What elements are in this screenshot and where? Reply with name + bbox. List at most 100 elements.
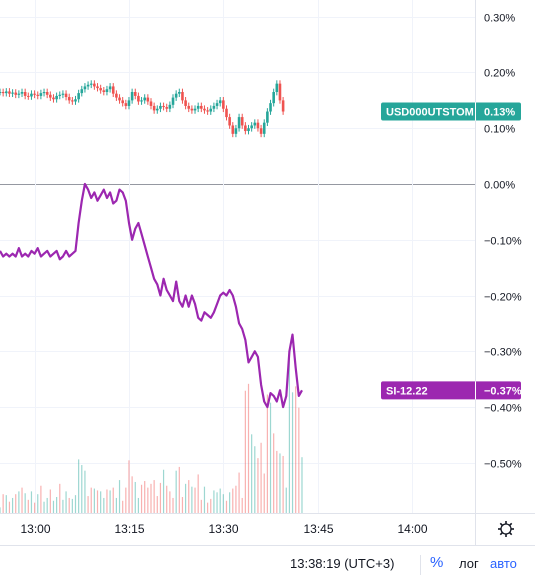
volume-bar	[49, 489, 51, 513]
candle-body	[80, 89, 84, 94]
candle-body	[4, 91, 8, 94]
candle-body	[237, 117, 241, 129]
price-axis[interactable]: 0.30% 0.20% 0.10% 0.00% −0.10% −0.20% −0.30% −0…	[475, 0, 535, 545]
volume-bar	[213, 490, 215, 513]
price-tick-label: 0.00%	[484, 180, 515, 192]
volume-layer	[0, 352, 303, 513]
candle-body	[266, 111, 269, 123]
candle-body	[33, 93, 36, 95]
candle-body	[58, 94, 62, 96]
volume-bar	[295, 386, 297, 513]
si-label-name: SI-12.22	[386, 385, 428, 397]
price-tick-label: 0.10%	[484, 124, 515, 136]
volume-bar	[269, 402, 272, 513]
candle-body	[162, 105, 165, 108]
volume-bar	[46, 497, 48, 513]
candle-body	[281, 100, 285, 112]
candle-body	[146, 97, 150, 102]
volume-bar	[225, 500, 228, 513]
volume-bar	[216, 492, 218, 513]
series-labels: USD000UTSTOM 0.13% SI-12.22 −0.37%	[381, 102, 522, 400]
volume-bar	[181, 497, 184, 513]
price-tick-label: 0.30%	[484, 13, 515, 25]
volume-bar	[197, 474, 199, 513]
candle-body	[218, 100, 222, 104]
volume-bar	[74, 495, 77, 513]
candle-body	[200, 105, 203, 109]
volume-bar	[169, 491, 171, 513]
candle-body	[42, 92, 46, 94]
volume-bar	[62, 499, 64, 513]
volume-bar	[178, 466, 180, 513]
volume-bar	[288, 352, 291, 513]
candle-body	[64, 93, 68, 98]
volume-bar	[15, 494, 17, 513]
candle-body	[152, 105, 156, 111]
candle-body	[240, 117, 244, 126]
volume-bar	[65, 491, 67, 513]
candle-body	[184, 100, 187, 106]
candle-body	[30, 93, 33, 97]
price-tick-label: 0.20%	[484, 68, 515, 80]
candle-body	[253, 122, 257, 126]
volume-bar	[184, 483, 187, 513]
auto-scale-toggle[interactable]: авто	[490, 556, 517, 571]
volume-bar	[276, 450, 278, 513]
chart-canvas[interactable]: 0.30% 0.20% 0.10% 0.00% −0.10% −0.20% −0.30% −0…	[0, 0, 535, 545]
candle-body	[272, 92, 275, 104]
volume-bar	[285, 487, 287, 513]
volume-bar	[34, 502, 36, 513]
candle-body	[61, 93, 65, 95]
volume-bar	[166, 485, 168, 513]
candle-body	[127, 100, 131, 106]
volume-bar	[52, 500, 55, 513]
volume-bar	[122, 500, 124, 513]
candle-body	[17, 93, 21, 95]
log-scale-toggle[interactable]: лог	[459, 556, 479, 571]
candle-body	[36, 94, 40, 96]
volume-bar	[11, 497, 14, 513]
volume-bar	[27, 499, 29, 513]
volume-bar	[147, 487, 149, 513]
volume-bar	[137, 497, 140, 513]
candle-body	[269, 103, 272, 112]
usd-label-name: USD000UTSTOM	[386, 107, 474, 119]
time-tick-label: 13:30	[208, 522, 238, 536]
volume-bar	[282, 455, 284, 513]
candle-body	[0, 92, 2, 94]
time-tick-label: 13:15	[114, 522, 144, 536]
candle-body	[140, 100, 143, 102]
candle-body	[14, 92, 18, 95]
price-tick-label: −0.40%	[484, 403, 522, 415]
candle-body	[124, 103, 128, 106]
volume-bar	[78, 459, 80, 513]
volume-bar	[279, 453, 281, 513]
time-axis[interactable]: 13:00 13:15 13:30 13:45 14:00	[0, 513, 535, 537]
candle-body	[108, 86, 112, 90]
volume-bar	[291, 392, 294, 513]
candle-body	[86, 84, 90, 87]
percent-scale-toggle[interactable]: %	[430, 554, 444, 571]
volume-bar	[68, 497, 70, 513]
candle-body	[77, 93, 80, 100]
gear-icon[interactable]	[498, 521, 514, 537]
volume-bar	[125, 487, 127, 513]
price-tick-label: −0.10%	[484, 236, 522, 248]
volume-bar	[40, 485, 42, 513]
volume-bar	[140, 484, 143, 513]
candle-body	[187, 105, 191, 109]
time-tick-label: 13:00	[20, 522, 50, 536]
volume-bar	[254, 446, 256, 513]
price-axis-bg	[475, 0, 535, 545]
volume-bar	[188, 480, 190, 513]
candle-body	[174, 93, 178, 98]
candle-body	[49, 94, 52, 98]
candle-body	[89, 83, 93, 85]
footer-bar: 13:38:19 (UTC+3) % лог авто	[0, 545, 535, 585]
volume-bar	[235, 485, 237, 513]
candle-body	[178, 92, 181, 94]
candle-body	[121, 100, 124, 104]
volume-bar	[150, 483, 152, 513]
candle-body	[8, 91, 11, 94]
